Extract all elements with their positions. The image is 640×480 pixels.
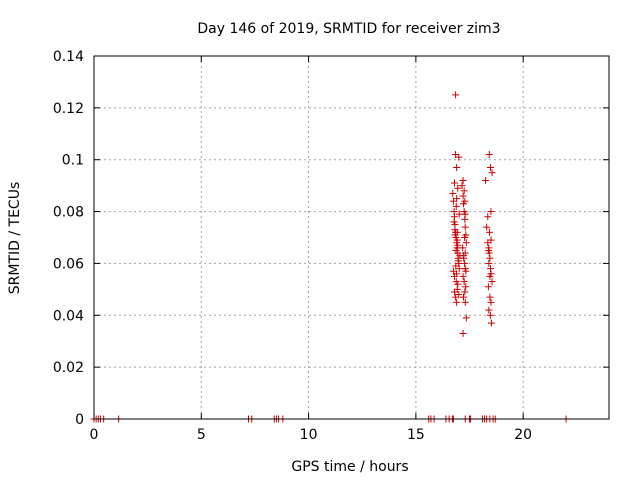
x-tick-label: 5 <box>197 427 206 443</box>
data-point <box>460 293 468 301</box>
data-point <box>453 163 461 171</box>
data-point <box>487 319 495 327</box>
data-point <box>452 151 460 159</box>
data-point <box>461 298 469 306</box>
data-point <box>488 278 496 286</box>
data-point <box>452 202 460 210</box>
data-point <box>462 314 470 322</box>
y-tick-label: 0 <box>75 412 84 428</box>
data-point <box>482 176 490 184</box>
y-tick-label: 0.12 <box>53 101 84 117</box>
data-point <box>458 182 466 190</box>
data-point <box>452 262 460 270</box>
x-axis-label: GPS time / hours <box>291 459 408 475</box>
y-tick-label: 0.04 <box>53 308 84 324</box>
data-point <box>451 288 458 296</box>
data-point <box>454 280 462 288</box>
data-point <box>452 246 460 254</box>
y-tick-label: 0.06 <box>53 256 84 272</box>
data-point <box>454 257 462 265</box>
x-tick-label: 20 <box>514 427 532 443</box>
data-point <box>486 293 494 301</box>
data-point <box>455 210 463 218</box>
data-points <box>90 91 570 423</box>
y-tick-label: 0.1 <box>62 153 84 169</box>
data-point <box>485 228 493 236</box>
data-point <box>484 213 492 221</box>
data-point <box>454 184 462 192</box>
data-point <box>450 218 458 226</box>
data-point <box>461 249 469 257</box>
x-tick-label: 0 <box>90 427 99 443</box>
data-point <box>459 272 467 280</box>
y-tick-label: 0.14 <box>53 49 84 65</box>
y-tick-label: 0.02 <box>53 360 84 376</box>
data-point <box>454 241 462 249</box>
data-point <box>452 293 460 301</box>
data-point <box>485 259 493 267</box>
data-point <box>487 298 495 306</box>
data-point <box>462 239 470 247</box>
grid-lines <box>94 56 609 419</box>
data-point <box>486 311 494 319</box>
data-point <box>460 278 468 286</box>
data-point <box>461 259 469 267</box>
data-point <box>461 210 469 218</box>
data-point <box>461 234 469 241</box>
data-point <box>453 298 461 306</box>
y-axis-label: SRMTID / TECUs <box>7 182 23 295</box>
data-point <box>462 283 470 291</box>
data-point <box>452 91 460 99</box>
data-point <box>459 176 467 184</box>
data-point <box>488 169 496 177</box>
data-point <box>453 236 461 244</box>
data-point <box>453 228 461 236</box>
x-tick-label: 10 <box>300 427 318 443</box>
data-point <box>459 244 467 252</box>
data-point <box>461 197 469 205</box>
data-point <box>485 151 493 159</box>
data-point <box>484 246 492 254</box>
data-point <box>453 195 461 203</box>
data-point <box>487 208 495 216</box>
data-point <box>460 187 468 195</box>
data-point <box>461 223 469 231</box>
chart-title: Day 146 of 2019, SRMTID for receiver zim… <box>197 21 500 37</box>
x-tick-label: 15 <box>407 427 425 443</box>
data-point <box>459 329 467 337</box>
data-point <box>449 189 457 197</box>
data-point <box>451 179 458 187</box>
data-point <box>453 270 461 278</box>
data-point <box>485 306 493 314</box>
y-tick-label: 0.08 <box>53 205 84 221</box>
data-point <box>487 236 495 244</box>
data-point <box>460 254 468 262</box>
data-point <box>487 163 495 171</box>
plot-frame <box>93 55 610 420</box>
data-point <box>462 267 470 275</box>
data-point <box>484 283 492 291</box>
data-point <box>461 288 469 296</box>
data-point <box>483 223 491 231</box>
data-point <box>486 254 494 262</box>
data-point <box>459 192 467 200</box>
data-point <box>486 272 494 280</box>
